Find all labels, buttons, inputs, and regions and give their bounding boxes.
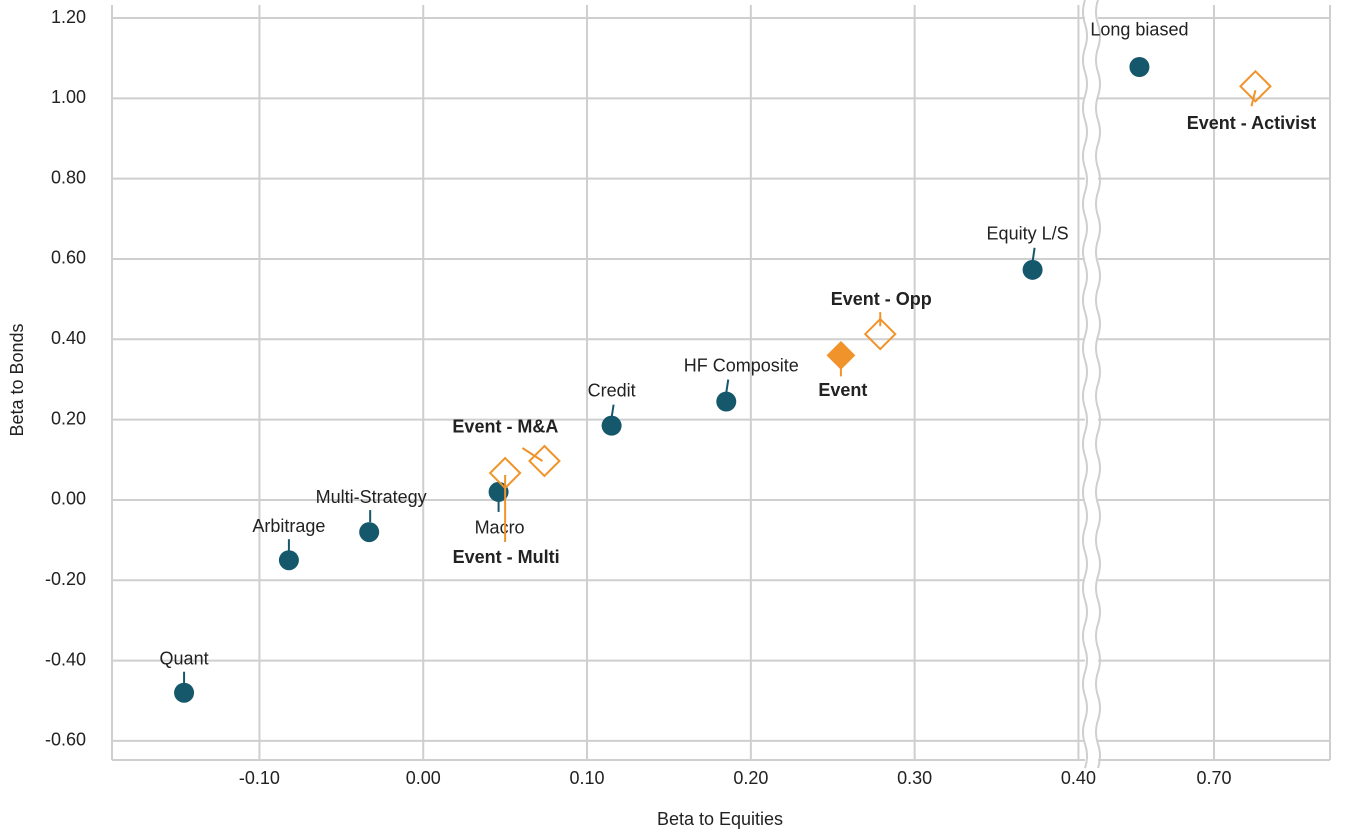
x-tick-label: -0.10	[239, 768, 280, 788]
x-tick-label: 0.70	[1196, 768, 1231, 788]
y-tick-label: -0.40	[45, 649, 86, 669]
point-label: Equity L/S	[987, 224, 1069, 244]
y-tick-label: 0.20	[51, 408, 86, 428]
y-tick-label: 0.40	[51, 328, 86, 348]
point	[1022, 259, 1043, 280]
point-label: Quant	[160, 648, 209, 668]
y-tick-label: 1.00	[51, 87, 86, 107]
point	[863, 317, 897, 351]
axis-break	[1085, 0, 1098, 762]
y-tick-label: 0.60	[51, 248, 86, 268]
point-label: Event - Multi	[453, 547, 560, 567]
point-label: Event	[818, 380, 867, 400]
leader-line	[610, 404, 615, 418]
point	[488, 456, 522, 490]
point	[716, 391, 737, 412]
x-tick-label: 0.40	[1061, 768, 1096, 788]
x-tick-label: 0.20	[733, 768, 768, 788]
point-label: Long biased	[1090, 20, 1188, 40]
point	[601, 415, 622, 436]
axis-break-line	[1082, 0, 1088, 769]
y-tick-label: 0.00	[51, 489, 86, 509]
y-tick-label: 1.20	[51, 7, 86, 27]
x-tick-label: 0.00	[406, 768, 441, 788]
x-axis-title: Beta to Equities	[657, 809, 783, 829]
x-tick-label: 0.30	[897, 768, 932, 788]
point	[278, 550, 299, 571]
point-label: Macro	[475, 518, 525, 538]
point	[359, 522, 380, 543]
leader-line	[521, 447, 543, 462]
point	[826, 340, 856, 370]
point-label: Event - Opp	[831, 289, 932, 309]
point-label: HF Composite	[684, 355, 799, 375]
y-tick-label: -0.20	[45, 569, 86, 589]
x-tick-label: 0.10	[570, 768, 605, 788]
point-label: Arbitrage	[252, 516, 325, 536]
point-label: Event - M&A	[452, 417, 558, 437]
point-label: Multi-Strategy	[316, 487, 427, 507]
y-axis-title: Beta to Bonds	[7, 323, 27, 436]
axis-break-line	[1095, 0, 1101, 769]
point-label: Event - Activist	[1187, 113, 1316, 133]
point	[1239, 69, 1272, 103]
y-tick-label: -0.60	[45, 730, 86, 750]
point	[174, 682, 195, 703]
point-label: Credit	[588, 380, 636, 400]
y-tick-label: 0.80	[51, 167, 86, 187]
leader-line	[1031, 247, 1036, 262]
point	[1129, 56, 1150, 77]
point	[528, 444, 561, 478]
leader-line	[725, 379, 730, 393]
